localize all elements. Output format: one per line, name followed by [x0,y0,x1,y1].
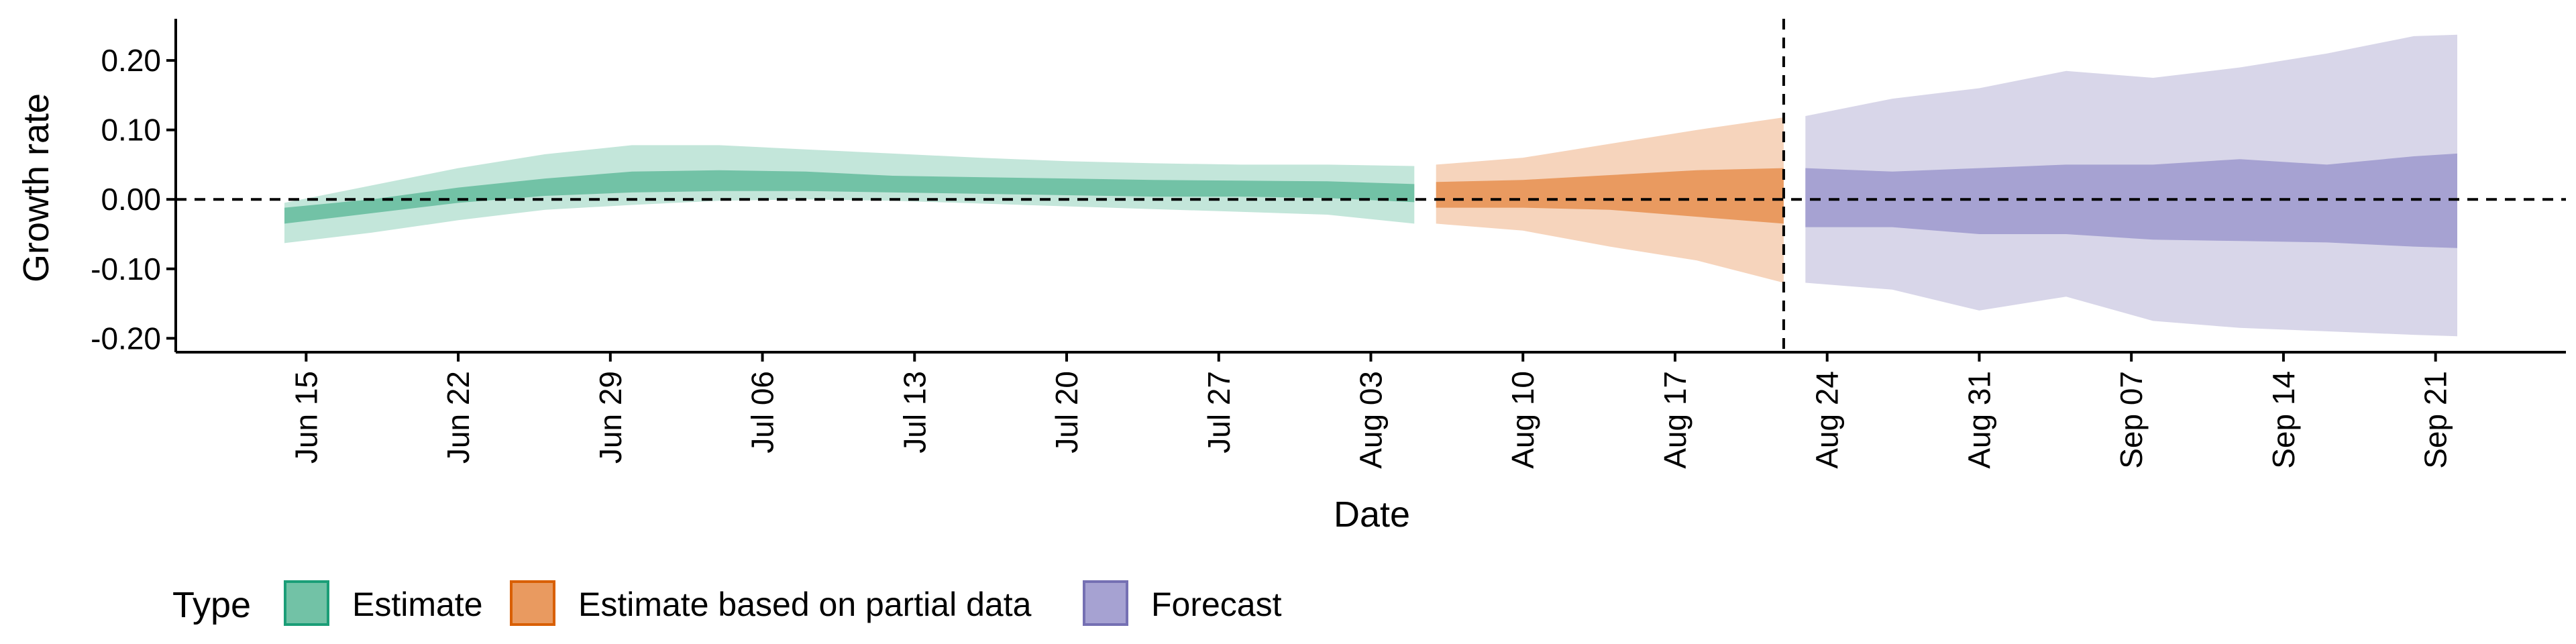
x-tick-label: Aug 31 [1962,371,1996,469]
ribbon-layer [284,34,2457,337]
legend-label-estimate-based-on-partial-data: Estimate based on partial data [578,586,1032,623]
band-50-estimate-based-on-partial-data [1436,168,1784,224]
x-tick-label: Jun 22 [441,371,476,464]
x-tick-label: Jun 15 [288,371,323,464]
band-90-estimate [284,145,1415,244]
x-axis-title: Date [1334,494,1410,535]
legend-title: Type [172,585,251,625]
x-tick-label: Jun 29 [593,371,628,464]
x-tick-label: Aug 03 [1354,371,1389,469]
axes: -0.20 -0.10 0.00 0.10 0.20 Jun 15 Jun 22 Jun 29… [91,19,2566,469]
x-tick-label: Jul 27 [1201,371,1236,453]
band-50-forecast [1805,153,2457,248]
legend-key-estimate-based-on-partial-data [510,580,555,626]
legend-key-estimate [284,580,329,626]
x-tick-label: Aug 24 [1810,371,1845,469]
x-tick-label: Sep 07 [2114,371,2149,469]
y-tick-label: 0.20 [101,43,161,78]
y-tick-label: -0.10 [91,252,161,286]
legend-label-estimate: Estimate [352,586,483,623]
x-tick-label: Sep 21 [2418,371,2453,469]
legend-label-forecast: Forecast [1151,586,1282,623]
x-tick-label: Jul 20 [1049,371,1084,453]
x-tick-label: Sep 14 [2266,371,2301,469]
legend: Type Estimate Estimate based on partial d… [172,580,1282,626]
band-50-estimate [284,170,1415,224]
y-tick-label: -0.20 [91,321,161,356]
legend-key-forecast [1083,580,1128,626]
y-tick-label: 0.00 [101,182,161,217]
x-tick-label: Aug 10 [1505,371,1540,469]
x-tick-label: Aug 17 [1658,371,1693,469]
x-tick-label: Jul 13 [897,371,932,453]
y-tick-label: 0.10 [101,113,161,148]
y-axis-title: Growth rate [16,93,56,282]
x-tick-label: Jul 06 [745,371,780,453]
reference-lines [176,19,2566,352]
